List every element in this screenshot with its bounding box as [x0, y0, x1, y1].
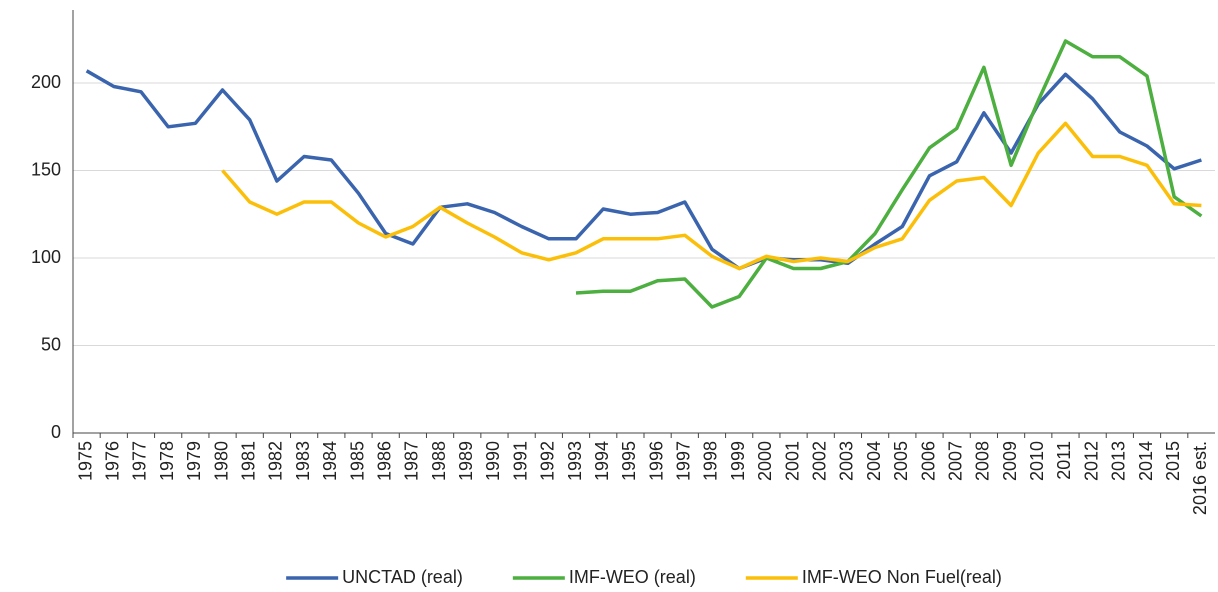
x-tick-label: 1989 [456, 441, 476, 481]
x-tick-label: 2009 [1000, 441, 1020, 481]
series-line [85, 69, 1202, 271]
x-tick-label: 1988 [429, 441, 449, 481]
x-tick-label: 1982 [266, 441, 286, 481]
x-tick-label: 2008 [973, 441, 993, 481]
x-tick-label: 1986 [374, 441, 394, 481]
x-tick-label: 2012 [1081, 441, 1101, 481]
x-tick-label: 1979 [184, 441, 204, 481]
x-tick-label: 1978 [157, 441, 177, 481]
legend-label: UNCTAD (real) [342, 567, 463, 587]
x-tick-label: 2007 [945, 441, 965, 481]
x-tick-label: 2000 [755, 441, 775, 481]
x-tick-label: 2003 [837, 441, 857, 481]
x-tick-label: 2015 [1163, 441, 1183, 481]
x-tick-label: 1976 [103, 441, 123, 481]
y-tick-label: 0 [51, 422, 61, 442]
series-line [221, 121, 1202, 271]
x-tick-label: 1994 [592, 441, 612, 481]
x-tick-label: 2005 [891, 441, 911, 481]
x-tick-label: 1983 [293, 441, 313, 481]
y-tick-label: 100 [31, 247, 61, 267]
x-tick-label: 1999 [728, 441, 748, 481]
x-tick-label: 1996 [646, 441, 666, 481]
x-tick-label: 2001 [782, 441, 802, 481]
y-tick-label: 50 [41, 334, 61, 354]
x-tick-label: 1992 [538, 441, 558, 481]
x-tick-label: 1980 [211, 441, 231, 481]
x-tick-label: 2010 [1027, 441, 1047, 481]
series-line [575, 39, 1203, 309]
x-tick-label: 1990 [483, 441, 503, 481]
legend-label: IMF-WEO (real) [569, 567, 696, 587]
x-tick-label: 1981 [238, 441, 258, 481]
x-tick-label: 1991 [510, 441, 530, 481]
x-tick-label: 1987 [402, 441, 422, 481]
x-tick-label: 1984 [320, 441, 340, 481]
legend: UNCTAD (real) IMF-WEO (real) IMF-WEO Non F… [286, 567, 1002, 587]
y-tick-label: 150 [31, 159, 61, 179]
x-tick-label: 2016 est. [1190, 441, 1210, 515]
y-tick-label: 200 [31, 72, 61, 92]
x-tick-label: 1998 [701, 441, 721, 481]
x-tick-label: 1995 [619, 441, 639, 481]
x-tick-label: 1977 [130, 441, 150, 481]
legend-label: IMF-WEO Non Fuel(real) [802, 567, 1002, 587]
x-tick-label: 2011 [1054, 441, 1074, 480]
x-tick-label: 1975 [75, 441, 95, 481]
x-tick-label: 2014 [1136, 441, 1156, 481]
x-tick-label: 2013 [1109, 441, 1129, 481]
x-tick-label: 2004 [864, 441, 884, 481]
x-tick-label: 1993 [565, 441, 585, 481]
x-tick-label: 1985 [347, 441, 367, 481]
x-tick-label: 1997 [674, 441, 694, 481]
x-tick-label: 2006 [918, 441, 938, 481]
x-tick-label: 2002 [809, 441, 829, 481]
